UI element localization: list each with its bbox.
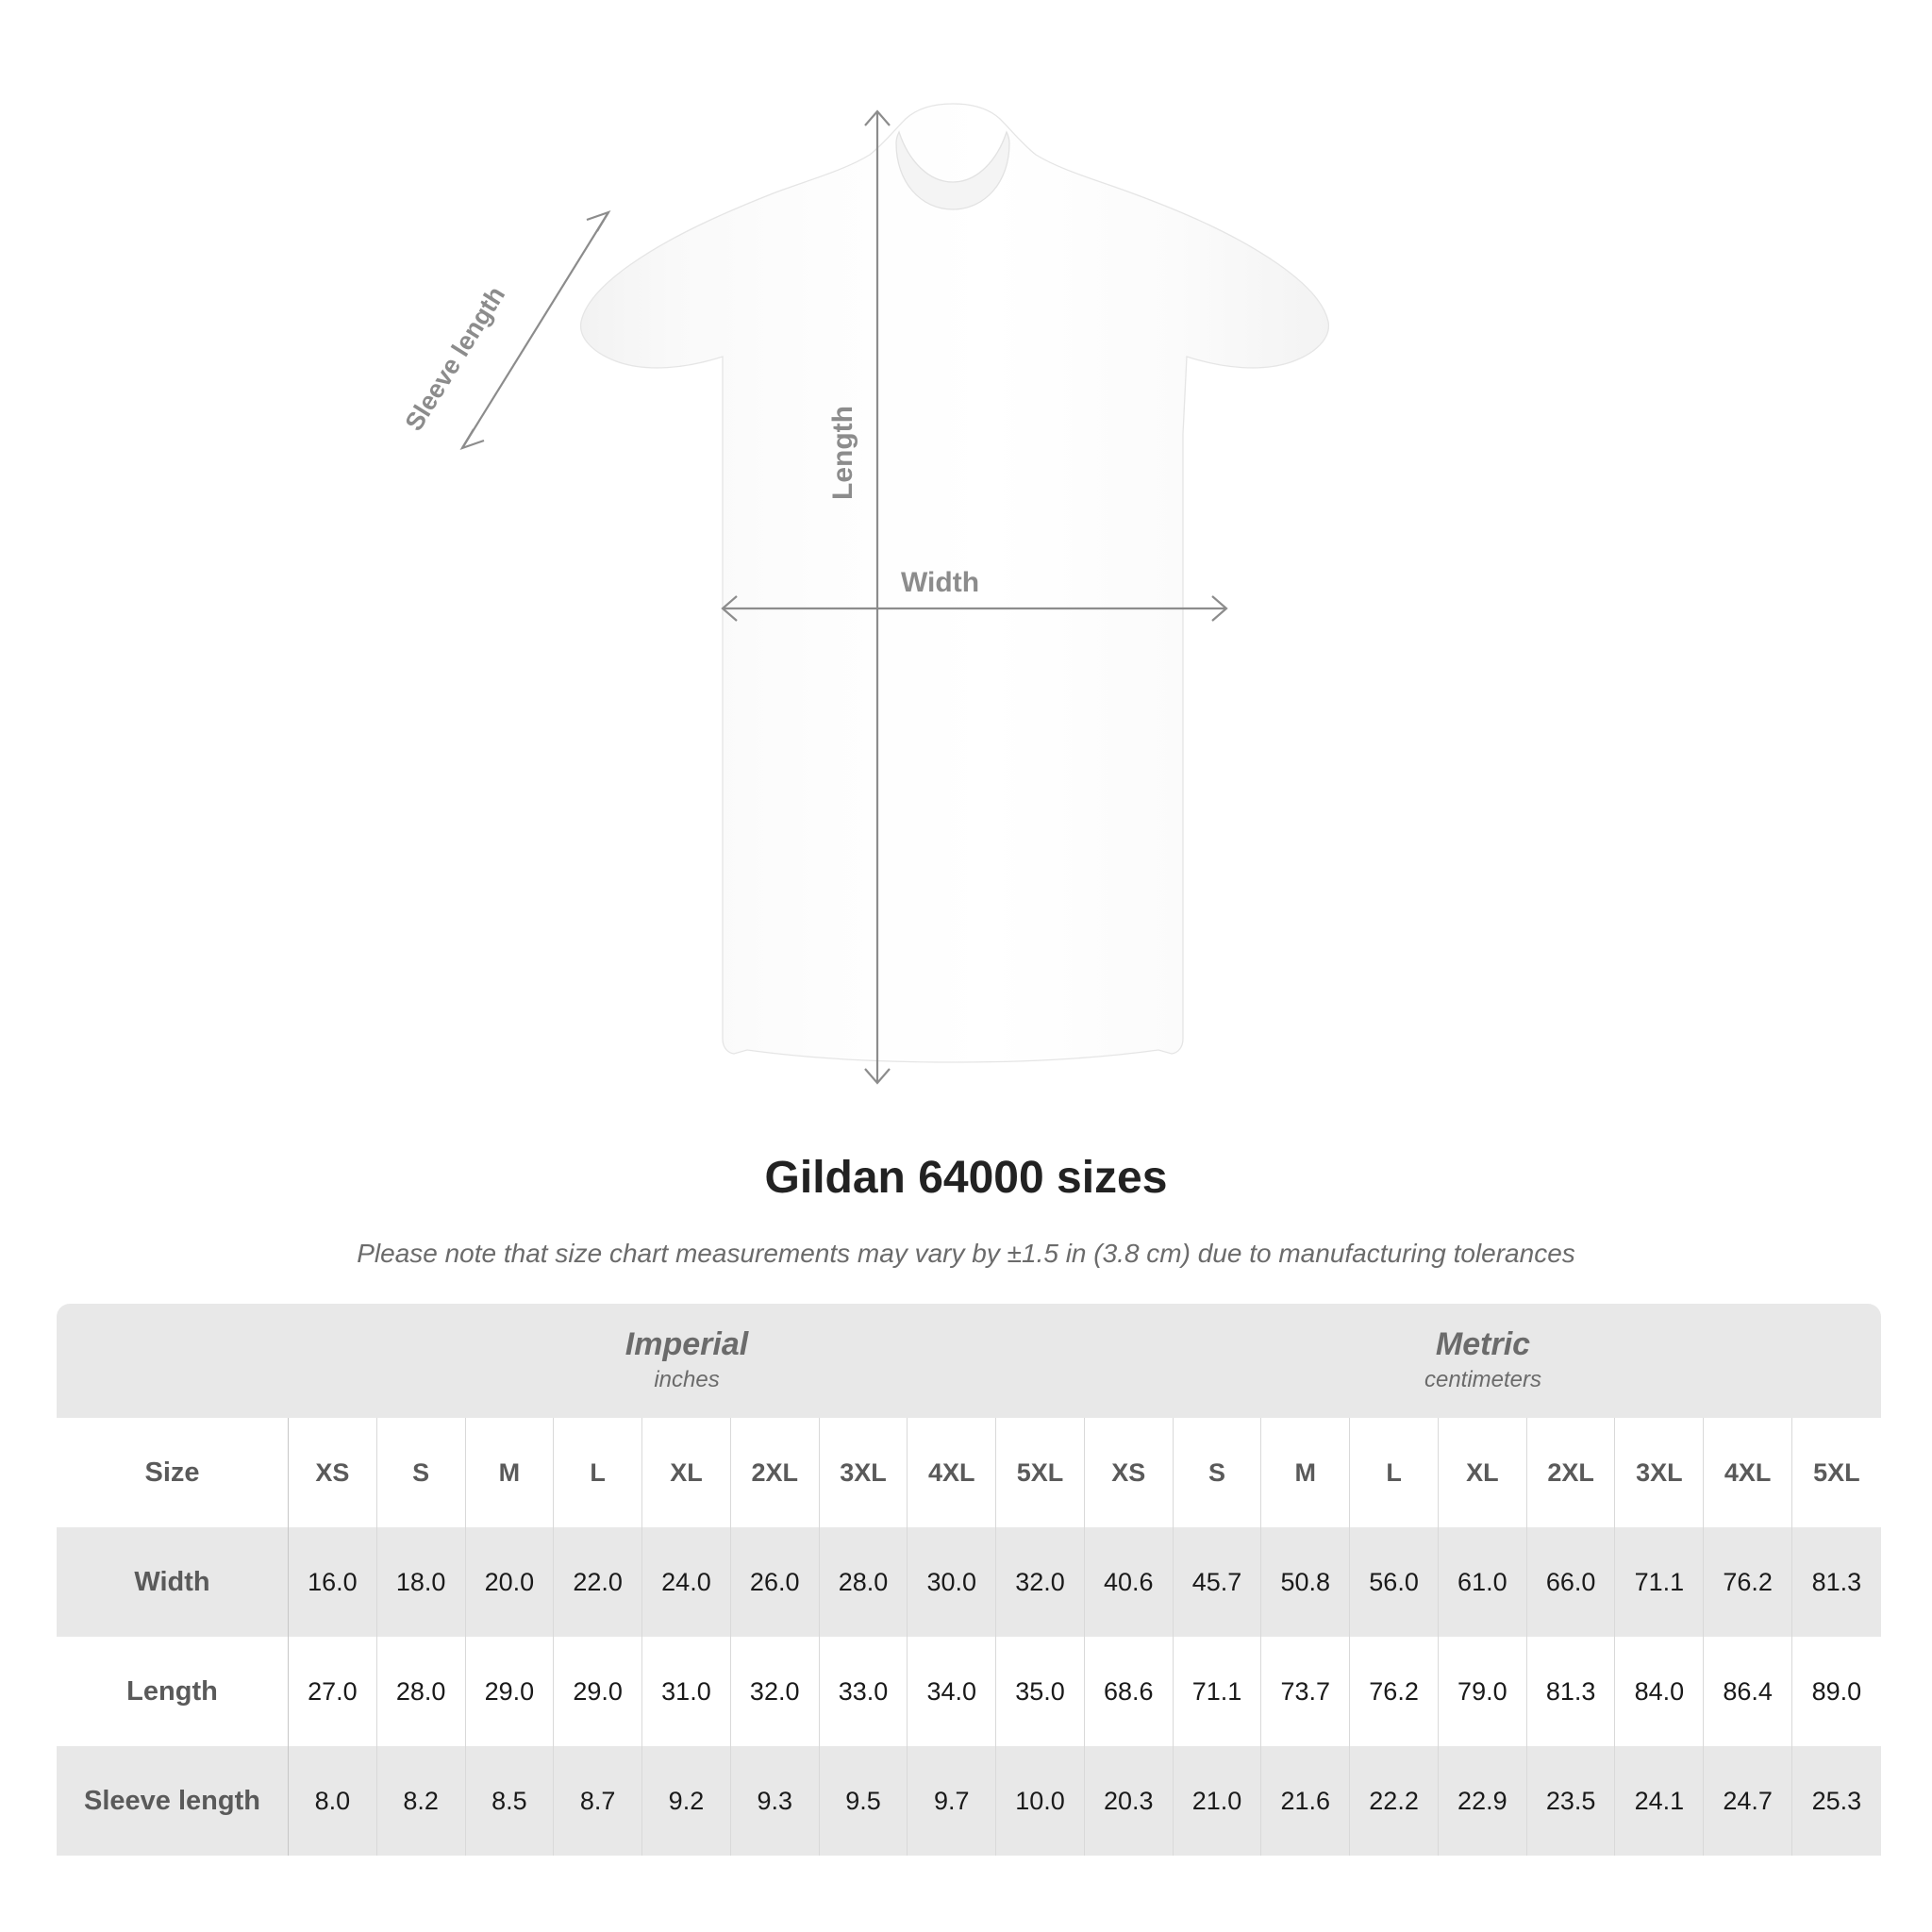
svg-text:Width: Width — [901, 567, 979, 598]
svg-text:Sleeve length: Sleeve length — [400, 281, 511, 436]
svg-text:Length: Length — [827, 406, 858, 500]
